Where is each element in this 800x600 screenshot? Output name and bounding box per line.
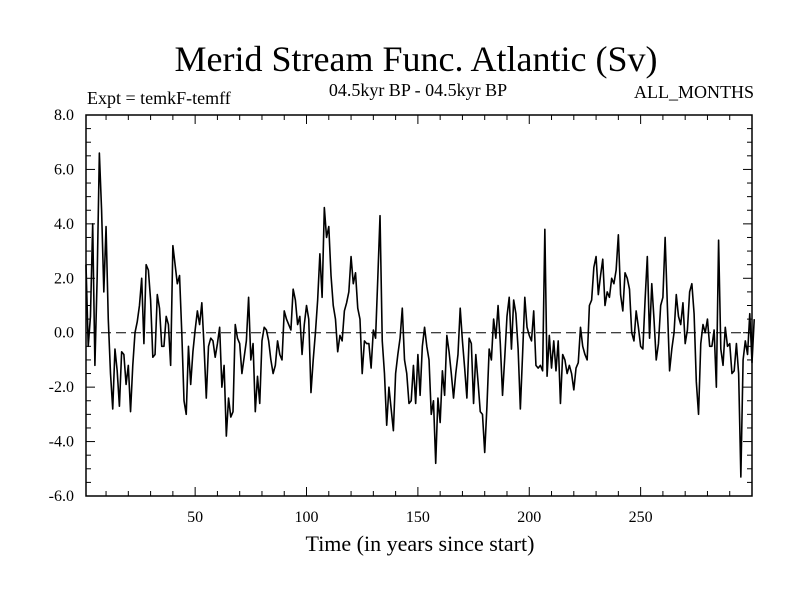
plot-frame [85, 114, 753, 497]
months-label: ALL_MONTHS [634, 82, 754, 102]
y-tick-label: 0.0 [54, 325, 74, 342]
y-tick-label: -6.0 [49, 488, 74, 505]
x-tick-label: 200 [517, 509, 541, 526]
y-tick-label: 8.0 [54, 107, 74, 124]
period-label: 04.5kyr BP - 04.5kyr BP [329, 80, 507, 100]
y-tick-label: 6.0 [54, 161, 74, 178]
x-tick-label: 250 [629, 509, 653, 526]
y-tick-label: -2.0 [49, 379, 74, 396]
y-tick-label: -4.0 [49, 434, 74, 451]
experiment-label: Expt = temkF-temff [87, 88, 231, 108]
x-tick-label: 150 [406, 509, 430, 526]
x-axis-label: Time (in years since start) [306, 531, 535, 556]
x-tick-label: 100 [295, 509, 319, 526]
y-tick-label: 2.0 [54, 270, 74, 287]
y-tick-label: 4.0 [54, 216, 74, 233]
series-line [85, 152, 756, 478]
x-tick-label: 50 [187, 509, 203, 526]
chart-title: Merid Stream Func. Atlantic (Sv) [175, 39, 658, 79]
